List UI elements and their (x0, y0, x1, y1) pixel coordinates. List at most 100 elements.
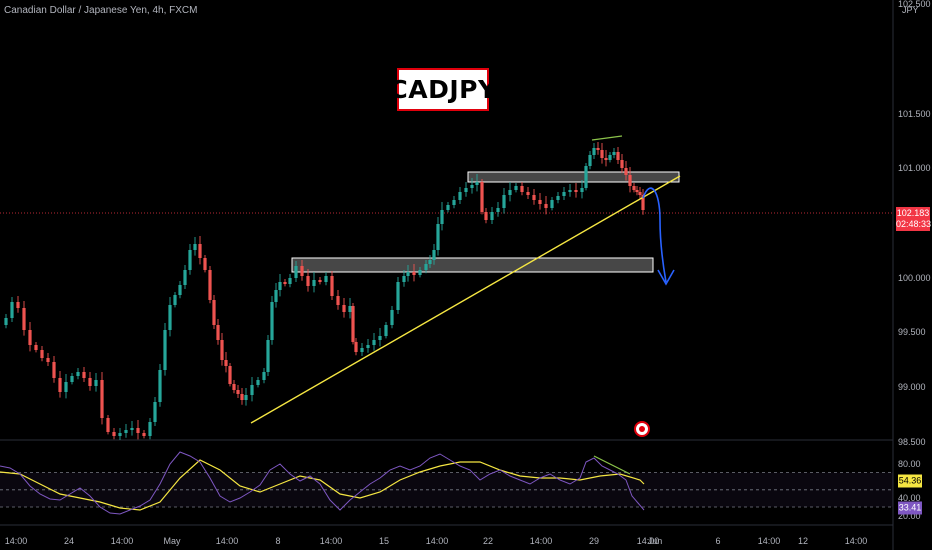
candle-body (318, 280, 322, 282)
alert-clock-icon[interactable] (634, 421, 650, 437)
candle-body (163, 330, 167, 370)
currency-label: JPY (902, 5, 919, 15)
candle-body (336, 296, 340, 305)
candle-body (216, 325, 220, 340)
symbol-badge-text: CADJPY (389, 75, 497, 104)
price-label: 99.500 (898, 327, 926, 338)
candle-body (574, 190, 578, 192)
candle-body (635, 190, 639, 192)
ascending-trendline (250, 175, 681, 424)
candle-body (64, 382, 68, 392)
candle-body (4, 318, 8, 325)
candle-body (168, 305, 172, 330)
bar-countdown: 02:48:33 (896, 219, 932, 229)
time-label: Jun (647, 536, 663, 546)
candle-body (148, 422, 152, 436)
rsi-line (0, 451, 645, 515)
candle-body (118, 433, 122, 436)
time-label: 14:00 (319, 536, 343, 546)
candle-body (418, 270, 422, 275)
time-label: 29 (588, 536, 600, 546)
time-label: 24 (63, 536, 75, 546)
candle-body (638, 192, 642, 195)
rsi-ma-line (0, 459, 645, 511)
candle-body (10, 302, 14, 318)
projection-arrowhead (657, 269, 675, 286)
candle-body (262, 372, 266, 380)
candle-body (274, 290, 278, 302)
candle-body (136, 428, 140, 433)
candle-body (306, 276, 310, 286)
candle-body (183, 270, 187, 285)
candle-body (106, 418, 110, 432)
candle-body (446, 205, 450, 210)
candle-body (212, 300, 216, 325)
candle-body (440, 210, 444, 224)
price-label: 99.000 (898, 382, 926, 392)
candle-body (584, 166, 588, 188)
time-label: 14:00 (110, 536, 134, 546)
candle-body (250, 385, 254, 395)
candle-body (142, 433, 146, 436)
candle-body (452, 200, 456, 205)
candle-body (432, 250, 436, 260)
candle-body (100, 380, 104, 418)
candle-body (28, 330, 32, 345)
candle-body (470, 185, 474, 188)
candle-body (412, 272, 416, 275)
candle-body (588, 155, 592, 166)
candle-body (562, 192, 566, 196)
candle-body (351, 306, 355, 342)
candle-body (390, 310, 394, 325)
candle-body (612, 152, 616, 155)
candle-body (288, 278, 292, 284)
candle-body (372, 340, 376, 345)
time-label: 14:00 (215, 536, 239, 546)
candle-body (52, 362, 56, 378)
candle-body (580, 188, 584, 192)
candle-body (406, 272, 410, 276)
candle-body (502, 195, 506, 208)
candle-body (608, 155, 612, 160)
candle-body (228, 366, 232, 384)
candle-body (278, 282, 282, 290)
candle-body (158, 370, 162, 402)
candle-body (641, 195, 645, 210)
candle-body (330, 276, 334, 296)
candle-body (424, 264, 428, 270)
candle-body (496, 208, 500, 212)
candle-body (270, 302, 274, 340)
candle-body (480, 182, 484, 212)
projection-arrow (642, 187, 667, 283)
candle-body (428, 260, 432, 264)
candle-body (475, 182, 479, 185)
candle-body (592, 148, 596, 155)
candle-body (526, 192, 530, 195)
candle-body (624, 168, 628, 175)
price-label: 101.500 (898, 108, 931, 119)
candle-body (130, 428, 134, 430)
candle-body (294, 266, 298, 278)
candle-body (224, 360, 228, 366)
candle-body (283, 282, 287, 284)
candle-body (436, 224, 440, 250)
time-label: 14:00 (636, 536, 660, 546)
candle-body (600, 150, 604, 158)
candle-body (46, 358, 50, 362)
price-label: 100.000 (898, 272, 931, 283)
candle-body (378, 336, 382, 340)
candle-body (402, 276, 406, 282)
time-label: 12 (797, 536, 809, 546)
candle-body (628, 175, 632, 186)
candle-body (34, 345, 38, 350)
candle-body (300, 266, 304, 276)
candle-body (240, 394, 244, 400)
candle-body (193, 244, 197, 250)
candle-body (16, 302, 20, 308)
candle-body (354, 342, 358, 352)
time-label: 14:00 (529, 536, 553, 546)
candle-body (220, 340, 224, 360)
time-label: May (163, 536, 181, 546)
rsi-ma-tag: 54.36 (898, 474, 922, 488)
